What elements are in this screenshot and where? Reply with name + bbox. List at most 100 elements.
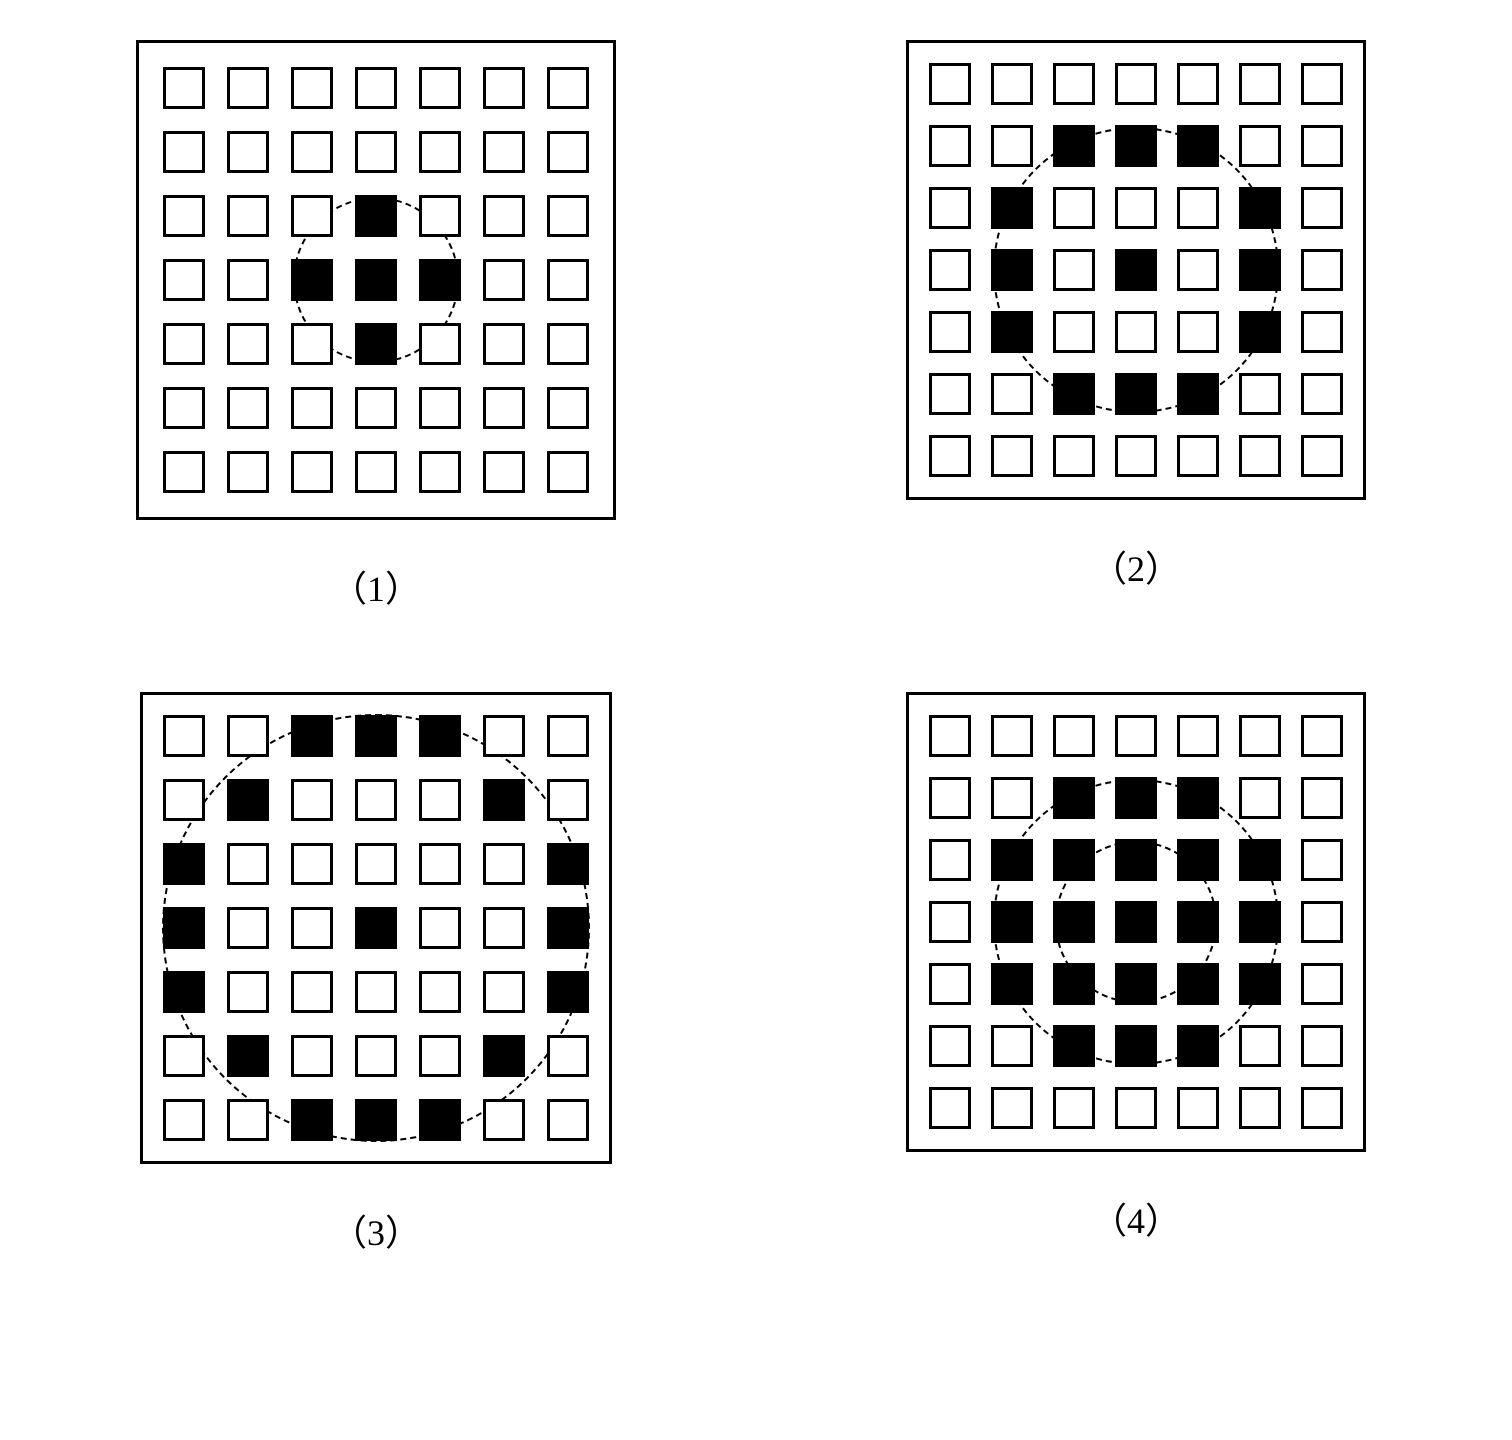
cell-empty xyxy=(1053,249,1095,291)
cell-filled xyxy=(1239,187,1281,229)
cell-empty xyxy=(419,131,461,173)
cell-empty xyxy=(355,1035,397,1077)
cell-empty xyxy=(991,373,1033,415)
cell-empty xyxy=(1115,63,1157,105)
cell-empty xyxy=(547,1035,589,1077)
cell-empty xyxy=(483,1099,525,1141)
panel-caption: （4） xyxy=(1091,1192,1181,1244)
cell-empty xyxy=(419,451,461,493)
cell-empty xyxy=(929,715,971,757)
cell-empty xyxy=(1301,373,1343,415)
cell-empty xyxy=(1301,839,1343,881)
cell-grid xyxy=(163,67,589,493)
cell-empty xyxy=(355,67,397,109)
cell-empty xyxy=(929,777,971,819)
cell-filled xyxy=(1239,901,1281,943)
cell-empty xyxy=(929,901,971,943)
cell-empty xyxy=(291,451,333,493)
cell-empty xyxy=(483,67,525,109)
cell-empty xyxy=(1301,963,1343,1005)
cell-empty xyxy=(483,451,525,493)
cell-empty xyxy=(1239,777,1281,819)
cell-filled xyxy=(1115,963,1157,1005)
cell-empty xyxy=(1239,435,1281,477)
cell-filled xyxy=(1177,1025,1219,1067)
cell-filled xyxy=(163,907,205,949)
cell-empty xyxy=(547,323,589,365)
cell-empty xyxy=(929,1087,971,1129)
cell-empty xyxy=(355,971,397,1013)
cell-empty xyxy=(163,1099,205,1141)
cell-empty xyxy=(991,63,1033,105)
cell-filled xyxy=(991,311,1033,353)
cell-empty xyxy=(483,715,525,757)
cell-empty xyxy=(1239,1087,1281,1129)
cell-filled xyxy=(291,1099,333,1141)
cell-filled xyxy=(1239,839,1281,881)
panel-wrap-2: （2） xyxy=(816,40,1456,612)
cell-empty xyxy=(1177,187,1219,229)
cell-empty xyxy=(1239,715,1281,757)
cell-filled xyxy=(419,715,461,757)
cell-filled xyxy=(991,963,1033,1005)
cell-empty xyxy=(929,187,971,229)
cell-empty xyxy=(291,131,333,173)
cell-empty xyxy=(1177,311,1219,353)
cell-filled xyxy=(547,843,589,885)
cell-empty xyxy=(929,435,971,477)
panel-3 xyxy=(140,692,612,1164)
cell-empty xyxy=(419,195,461,237)
cell-empty xyxy=(1053,715,1095,757)
cell-empty xyxy=(163,387,205,429)
cell-empty xyxy=(991,715,1033,757)
cell-empty xyxy=(1053,1087,1095,1129)
panel-4 xyxy=(906,692,1366,1152)
cell-empty xyxy=(227,131,269,173)
panel-1 xyxy=(136,40,616,520)
cell-empty xyxy=(291,323,333,365)
cell-filled xyxy=(1239,311,1281,353)
cell-empty xyxy=(227,715,269,757)
cell-filled xyxy=(1177,901,1219,943)
cell-empty xyxy=(483,323,525,365)
cell-empty xyxy=(929,373,971,415)
cell-empty xyxy=(483,971,525,1013)
cell-filled xyxy=(1053,839,1095,881)
cell-filled xyxy=(355,195,397,237)
cell-empty xyxy=(419,971,461,1013)
cell-empty xyxy=(483,907,525,949)
cell-empty xyxy=(1177,63,1219,105)
cell-empty xyxy=(355,843,397,885)
cell-filled xyxy=(991,839,1033,881)
cell-filled xyxy=(1115,839,1157,881)
cell-empty xyxy=(547,195,589,237)
cell-empty xyxy=(929,63,971,105)
cell-empty xyxy=(1115,1087,1157,1129)
cell-filled xyxy=(355,907,397,949)
panel-wrap-4: （4） xyxy=(816,692,1456,1264)
cell-filled xyxy=(1177,777,1219,819)
cell-filled xyxy=(1053,777,1095,819)
cell-empty xyxy=(1301,311,1343,353)
cell-empty xyxy=(547,131,589,173)
cell-empty xyxy=(291,907,333,949)
cell-empty xyxy=(419,843,461,885)
cell-filled xyxy=(163,843,205,885)
cell-filled xyxy=(1177,963,1219,1005)
cell-filled xyxy=(419,259,461,301)
cell-empty xyxy=(163,259,205,301)
cell-filled xyxy=(1239,249,1281,291)
cell-empty xyxy=(227,907,269,949)
cell-empty xyxy=(991,125,1033,167)
cell-empty xyxy=(355,779,397,821)
cell-empty xyxy=(547,259,589,301)
cell-empty xyxy=(227,259,269,301)
cell-empty xyxy=(227,67,269,109)
cell-empty xyxy=(929,839,971,881)
panel-wrap-3: （3） xyxy=(56,692,696,1264)
cell-empty xyxy=(1053,63,1095,105)
cell-filled xyxy=(483,1035,525,1077)
cell-empty xyxy=(419,779,461,821)
cell-empty xyxy=(163,131,205,173)
cell-filled xyxy=(163,971,205,1013)
